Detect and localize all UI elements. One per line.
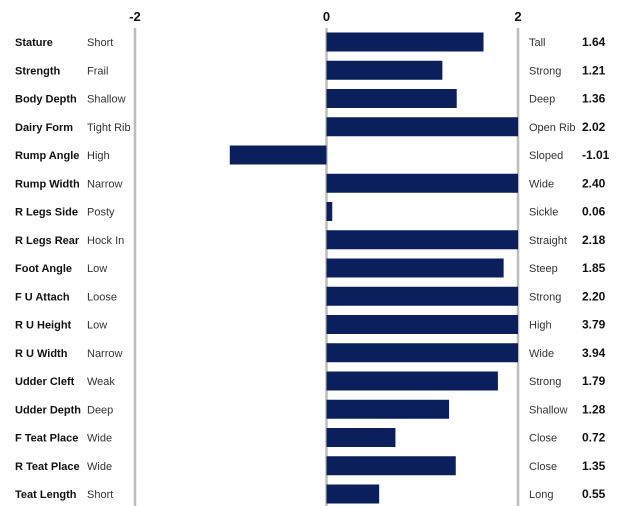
trait-label: R Legs Side (15, 207, 78, 219)
trait-label: F Teat Place (15, 433, 78, 445)
value-label: 2.02 (582, 120, 606, 134)
bar (326, 32, 484, 52)
value-label: 1.35 (582, 459, 606, 473)
high-descriptor: High (529, 320, 552, 332)
bar (326, 315, 518, 334)
low-descriptor: Short (87, 37, 113, 49)
bar (326, 428, 396, 447)
low-descriptor: Short (87, 489, 113, 501)
value-label: 2.18 (582, 233, 606, 247)
high-descriptor: Strong (529, 376, 561, 388)
low-descriptor: Low (87, 263, 107, 275)
high-descriptor: Close (529, 461, 557, 473)
trait-label: Rump Angle (15, 150, 79, 162)
low-descriptor: Shallow (87, 94, 126, 106)
high-descriptor: Long (529, 489, 553, 501)
trait-label: Strength (15, 65, 61, 77)
value-label: 1.28 (582, 402, 606, 416)
tick-label: 0 (323, 9, 330, 24)
value-label: 3.94 (582, 346, 606, 360)
low-descriptor: Low (87, 320, 107, 332)
low-descriptor: Wide (87, 461, 112, 473)
trait-label: Body Depth (15, 94, 77, 106)
high-descriptor: Wide (529, 178, 554, 190)
value-label: 1.36 (582, 92, 606, 106)
low-descriptor: Tight Rib (87, 122, 131, 134)
trait-label: Dairy Form (15, 122, 73, 134)
value-label: 1.79 (582, 374, 606, 388)
bar (326, 371, 498, 391)
value-label: 1.64 (582, 35, 606, 49)
trait-label: Udder Depth (15, 404, 81, 416)
high-descriptor: Deep (529, 94, 555, 106)
trait-label: R U Height (15, 320, 72, 332)
low-descriptor: Weak (87, 376, 115, 388)
high-descriptor: Wide (529, 348, 554, 360)
value-label: 3.79 (582, 318, 606, 332)
trait-label: R Teat Place (15, 461, 80, 473)
bar (229, 145, 327, 165)
low-descriptor: Narrow (87, 348, 123, 360)
value-label: 0.06 (582, 205, 606, 219)
low-descriptor: Posty (87, 207, 115, 219)
low-descriptor: High (87, 150, 110, 162)
value-label: 1.85 (582, 261, 606, 275)
high-descriptor: Sickle (529, 207, 558, 219)
high-descriptor: Sloped (529, 150, 563, 162)
trait-label: Teat Length (15, 489, 77, 501)
low-descriptor: Hock In (87, 235, 124, 247)
low-descriptor: Wide (87, 433, 112, 445)
high-descriptor: Shallow (529, 404, 568, 416)
bar (326, 399, 450, 419)
row-labels: Stature Short Tall 1.64 Strength Frail Strong 1… (15, 35, 610, 501)
high-descriptor: Close (529, 433, 557, 445)
bar (326, 173, 518, 193)
bar (326, 258, 504, 278)
value-label: 2.20 (582, 289, 606, 303)
value-label: 0.72 (582, 431, 606, 445)
bar (326, 60, 443, 80)
low-descriptor: Narrow (87, 178, 123, 190)
value-label: 0.55 (582, 487, 606, 501)
bars (229, 32, 518, 504)
value-label: 2.40 (582, 176, 606, 190)
trait-label: F U Attach (15, 291, 70, 303)
trait-label: Foot Angle (15, 263, 72, 275)
high-descriptor: Steep (529, 263, 558, 275)
bar (326, 202, 333, 221)
trait-label: Udder Cleft (15, 376, 75, 388)
tick-label: -2 (129, 9, 141, 24)
low-descriptor: Deep (87, 404, 113, 416)
value-label: 1.21 (582, 63, 606, 77)
trait-label: Rump Width (15, 178, 80, 190)
trait-label: R Legs Rear (15, 235, 80, 247)
axis-ticks: -2 0 2 (129, 9, 521, 24)
tick-label: 2 (514, 9, 521, 24)
high-descriptor: Open Rib (529, 122, 575, 134)
high-descriptor: Straight (529, 235, 567, 247)
bar (326, 484, 380, 504)
trait-label: R U Width (15, 348, 68, 360)
bar (326, 343, 518, 363)
low-descriptor: Loose (87, 291, 117, 303)
high-descriptor: Strong (529, 65, 561, 77)
bar (326, 286, 518, 306)
trait-label: Stature (15, 37, 53, 49)
high-descriptor: Strong (529, 291, 561, 303)
low-descriptor: Frail (87, 65, 108, 77)
bar (326, 230, 518, 250)
bar (326, 117, 518, 137)
high-descriptor: Tall (529, 37, 546, 49)
bar (326, 89, 457, 108)
bar (326, 456, 456, 476)
value-label: -1.01 (582, 148, 610, 162)
